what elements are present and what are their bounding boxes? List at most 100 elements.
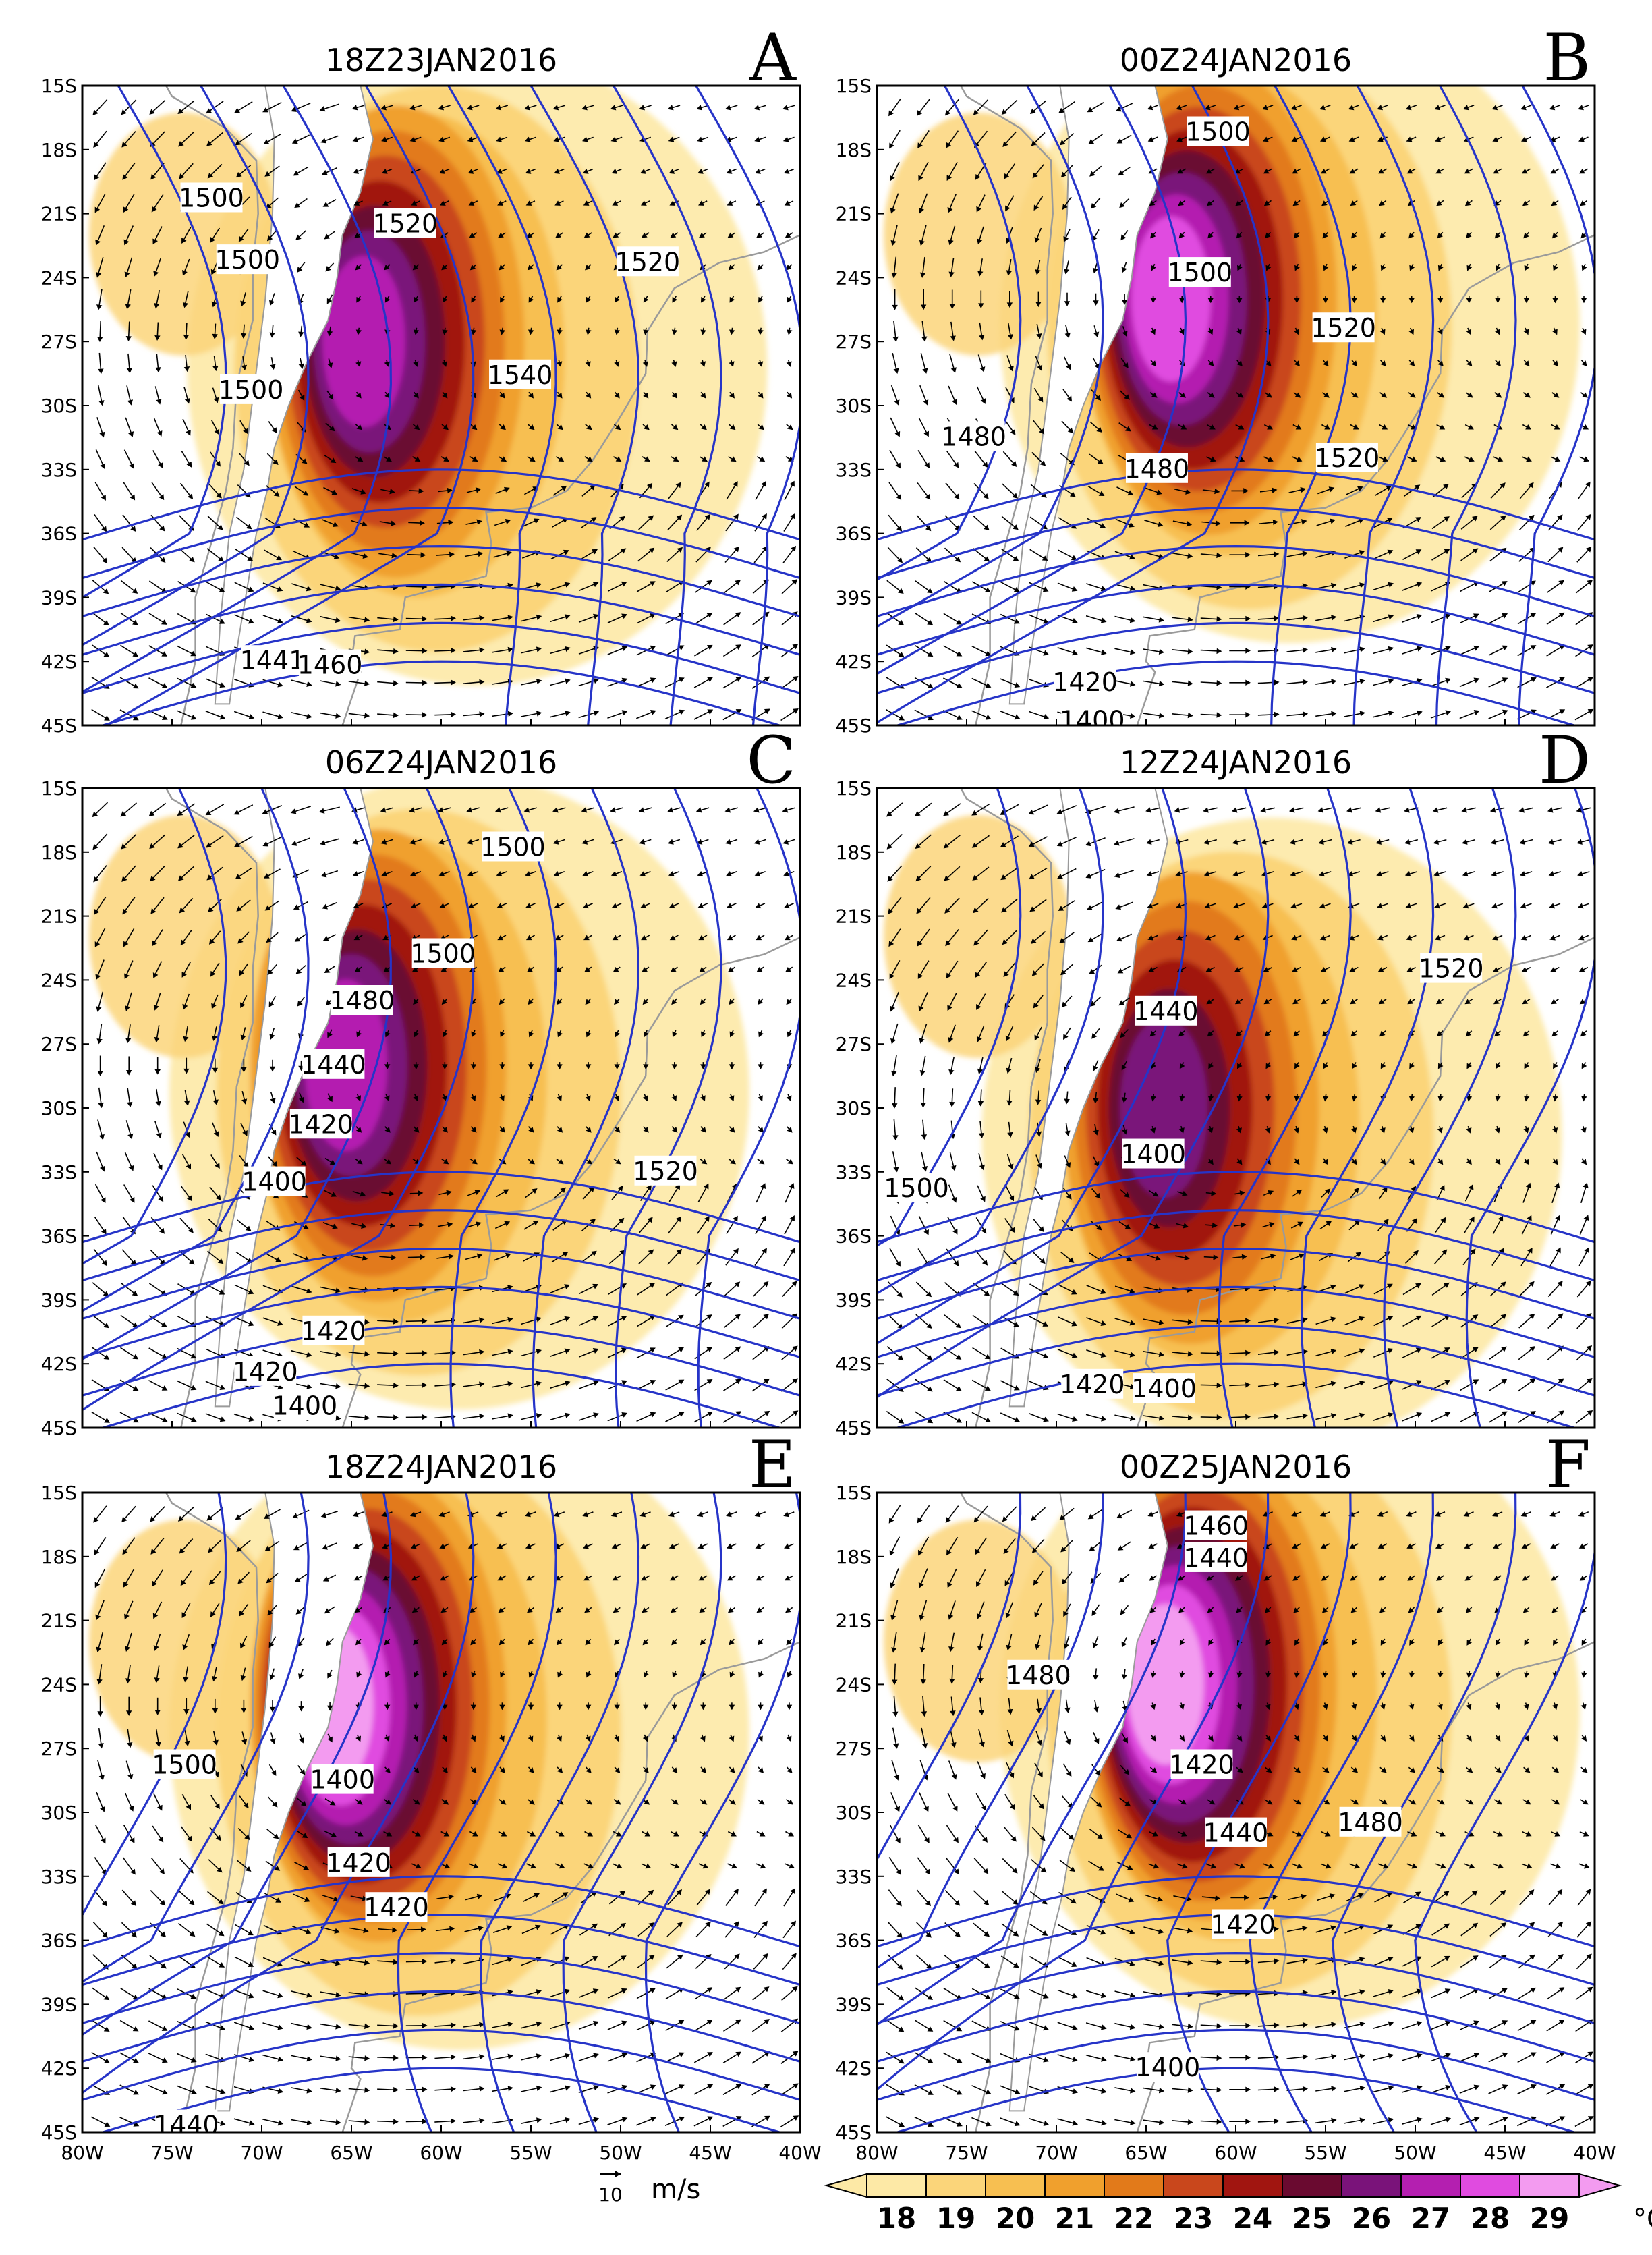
wind-arrowhead [592,1283,598,1289]
wind-arrowhead [897,1323,903,1329]
wind-arrowhead [186,1804,192,1810]
wind-arrowhead [327,1032,333,1038]
wind-arrowhead [639,168,646,174]
contour-label-bg [942,421,1005,451]
wind-arrowhead [1100,649,1107,655]
wind-arrowhead [1328,486,1335,493]
wind-arrowhead [1500,1314,1507,1320]
wind-arrowhead [1029,874,1035,880]
wind-arrowhead [132,1354,139,1360]
wind-arrowhead [760,1183,766,1189]
wind-arrowhead [161,1385,168,1391]
wind-arrowhead [554,168,561,174]
wind-arrowhead [495,105,502,111]
wind-arrowhead [1187,616,1193,623]
wind-arrowhead [784,1543,790,1549]
wind-arrowhead [243,1162,249,1168]
wind-arrowhead [890,207,896,214]
contour-label: 1420 [1052,667,1118,697]
wind-arrowhead [787,296,793,303]
panel-title: 12Z24JAN2016 [1120,744,1352,781]
wind-arrowhead [442,329,448,335]
wind-arrowhead [245,1225,252,1231]
contour-label-bg [616,246,679,277]
wind-arrowhead [1216,648,1222,655]
wind-arrowhead [1093,1161,1100,1167]
wind-arrowhead [154,1677,160,1683]
wind-arrowhead [1417,710,1423,716]
wind-arrowhead [126,368,133,374]
wind-arrowhead [1009,397,1015,403]
wind-arrowhead [564,1412,571,1418]
wind-arrowhead [332,1223,338,1229]
wind-arrowhead [1209,424,1216,430]
wind-arrowhead [1208,360,1214,366]
wind-arrowhead [1502,613,1508,619]
wind-arrowhead [499,1127,506,1133]
wind-arrowhead [735,1314,741,1320]
wind-arrowhead [1404,807,1410,813]
wind-arrowhead [161,619,167,625]
contour-line [877,86,1022,581]
wind-arrowhead [676,514,683,521]
contour-label: 1420 [1060,1370,1125,1399]
wind-arrowhead [384,1031,391,1038]
wind-arrowhead [1382,1186,1388,1193]
wind-arrowhead [353,168,360,174]
wind-arrowhead [615,424,621,430]
wind-arrowhead [671,1095,677,1102]
wind-arrowhead [528,999,534,1005]
wind-arrowhead [1357,486,1363,492]
contour-label-bg [1122,1138,1185,1169]
wind-arrowhead [1266,392,1272,398]
wind-arrowhead [620,548,627,554]
wind-arrowhead [1491,903,1498,909]
contour-line [877,86,1187,675]
wind-arrowhead [647,1217,653,1223]
wind-arrowhead [355,1639,362,1646]
wind-arrowhead [1056,809,1063,814]
wind-arrowhead [724,807,731,813]
wind-arrowhead [1264,1030,1271,1037]
wind-arrowhead [1351,1159,1357,1165]
wind-arrowhead [500,424,506,430]
wind-arrowhead [1351,1128,1357,1134]
contour-label-bg [216,244,279,275]
wind-arrowhead [564,646,571,652]
wind-arrowhead [293,904,300,910]
wind-arrowhead [219,682,226,688]
wind-arrowhead [536,678,542,685]
wind-arrowhead [413,1064,419,1070]
wind-arrowhead [614,1639,620,1646]
wind-arrowhead [364,1351,370,1357]
wind-arrowhead [104,1418,110,1423]
contour-line-south [82,468,800,541]
wind-arrowhead [241,1708,247,1713]
wind-arrowhead [782,807,789,813]
wind-arrowhead [129,1196,135,1203]
wind-arrowhead [468,200,475,206]
wind-arrowhead [1387,1283,1393,1289]
wind-arrowhead [1350,999,1357,1005]
wind-arrowhead [1359,1412,1365,1418]
wind-arrowhead [619,516,625,522]
wind-arrowhead [1359,711,1365,717]
wind-arrowhead [161,1417,168,1422]
wind-arrowhead [621,1412,628,1418]
wind-arrowhead [412,265,419,271]
wind-arrowhead [650,709,656,715]
wind-arrowhead [330,457,337,464]
wind-arrowhead [322,1544,329,1550]
wind-arrowhead [1586,546,1592,553]
wind-arrowhead [212,366,219,372]
wind-arrowhead [733,1215,738,1222]
wind-arrowhead [1462,871,1469,877]
wind-arrowhead [1296,1189,1303,1195]
wind-arrowhead [1559,677,1565,683]
wind-arrowhead [1092,267,1098,274]
wind-arrowhead [1063,1034,1069,1040]
lat-tick-label: 27S [836,1033,872,1055]
wind-arrowhead [1388,1412,1394,1418]
wind-arrowhead [438,105,445,111]
wind-arrowhead [360,489,366,495]
